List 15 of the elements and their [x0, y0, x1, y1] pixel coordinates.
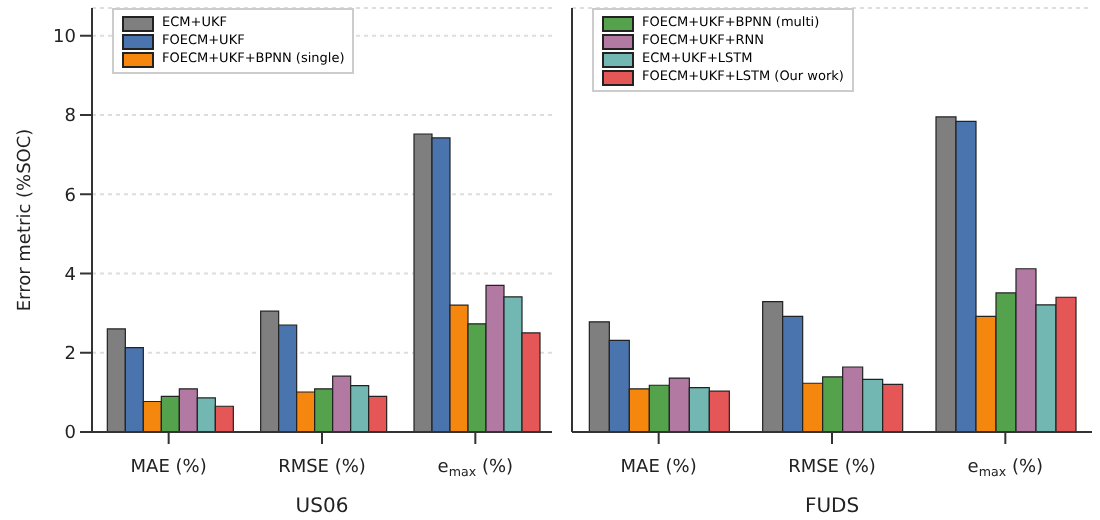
y-axis-title: Error metric (%SOC): [16, 128, 37, 312]
x-tick-label: MAE (%): [130, 458, 207, 478]
x-axis-title: FUDS: [804, 496, 860, 518]
y-tick-label: 10: [53, 28, 77, 49]
x-tick-label: RMSE (%): [278, 458, 366, 478]
x-axis-title: US06: [295, 496, 349, 518]
y-tick-label: 0: [64, 424, 77, 445]
x-tick-label: RMSE (%): [788, 458, 876, 478]
y-tick-label: 4: [64, 265, 77, 286]
x-tick-label: e$_{max}$ (%): [967, 458, 1044, 480]
x-tick-label: e$_{max}$ (%): [437, 458, 514, 480]
x-tick-label: MAE (%): [620, 458, 697, 478]
y-tick-label: 8: [64, 107, 77, 128]
y-tick-label: 2: [64, 345, 76, 366]
y-tick-label: 6: [64, 186, 77, 207]
